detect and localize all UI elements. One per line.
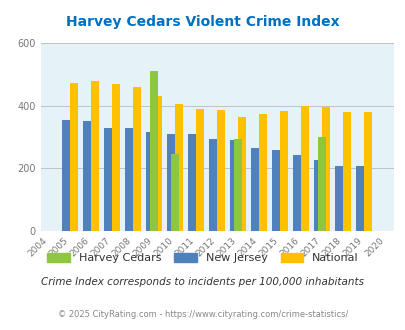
Bar (217, 110, 225, 231)
Text: © 2025 CityRating.com - https://www.cityrating.com/crime-statistics/: © 2025 CityRating.com - https://www.city… (58, 310, 347, 319)
Bar (83, 121, 91, 231)
Bar (301, 106, 309, 231)
Bar (313, 159, 322, 231)
Bar (335, 166, 343, 231)
Bar (364, 112, 371, 231)
Bar (104, 128, 112, 231)
Bar (146, 132, 154, 231)
Bar (112, 84, 120, 231)
Bar (234, 139, 242, 231)
Bar (259, 114, 266, 231)
Text: Crime Index corresponds to incidents per 100,000 inhabitants: Crime Index corresponds to incidents per… (41, 278, 364, 287)
Bar (343, 112, 350, 231)
Bar (251, 148, 259, 231)
Bar (196, 109, 204, 231)
Bar (154, 96, 162, 231)
Bar (209, 139, 217, 231)
Bar (62, 120, 70, 231)
Bar (292, 155, 301, 231)
Bar (91, 82, 99, 231)
Bar (318, 137, 326, 231)
Legend: Harvey Cedars, New Jersey, National: Harvey Cedars, New Jersey, National (43, 248, 362, 268)
Bar (356, 166, 364, 231)
Bar (167, 134, 175, 231)
Text: Harvey Cedars Violent Crime Index: Harvey Cedars Violent Crime Index (66, 15, 339, 29)
Bar (70, 83, 78, 231)
Bar (188, 134, 196, 231)
Bar (175, 104, 183, 231)
Bar (150, 71, 158, 231)
Bar (133, 87, 141, 231)
Bar (171, 153, 179, 231)
Bar (279, 111, 288, 231)
Bar (230, 140, 238, 231)
Bar (238, 116, 245, 231)
Bar (322, 107, 330, 231)
Bar (125, 128, 133, 231)
Bar (272, 150, 279, 231)
